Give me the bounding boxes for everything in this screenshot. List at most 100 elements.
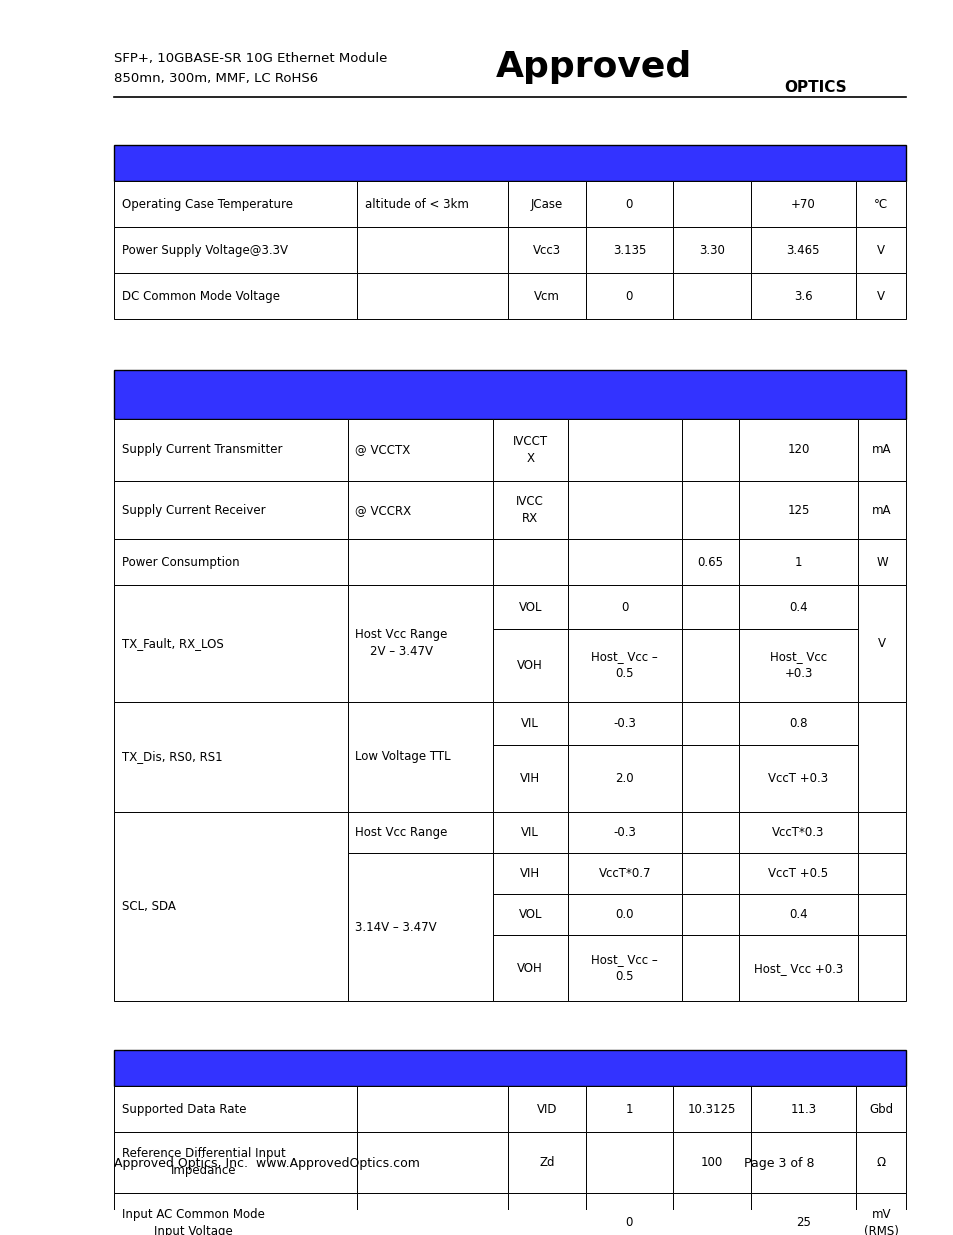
Text: Host_ Vcc –
0.5: Host_ Vcc – 0.5 xyxy=(591,651,658,680)
Bar xyxy=(681,701,739,745)
Text: IVCC
RX: IVCC RX xyxy=(516,495,543,525)
Bar xyxy=(681,745,739,811)
Bar xyxy=(493,585,567,629)
Text: °C: °C xyxy=(873,198,887,211)
Text: 3.135: 3.135 xyxy=(612,243,645,257)
Bar xyxy=(356,227,508,273)
Text: 3.6: 3.6 xyxy=(793,290,812,303)
Bar xyxy=(508,1193,585,1235)
Text: 25: 25 xyxy=(795,1216,810,1229)
Bar xyxy=(672,1132,750,1193)
Text: 2.0: 2.0 xyxy=(615,772,634,784)
Bar xyxy=(750,1193,855,1235)
Bar xyxy=(356,1132,508,1193)
Bar xyxy=(739,811,857,852)
Text: VOH: VOH xyxy=(517,962,542,974)
Bar xyxy=(857,419,905,482)
Bar xyxy=(857,811,905,852)
Text: Supply Current Transmitter: Supply Current Transmitter xyxy=(122,443,282,457)
Text: Host Vcc Range
2V – 3.47V: Host Vcc Range 2V – 3.47V xyxy=(355,629,447,658)
Text: Host_ Vcc –
0.5: Host_ Vcc – 0.5 xyxy=(591,953,658,983)
Text: VOL: VOL xyxy=(517,908,541,921)
Bar xyxy=(739,935,857,1002)
Bar xyxy=(567,745,681,811)
Text: Gbd: Gbd xyxy=(868,1103,892,1115)
Text: V: V xyxy=(876,290,884,303)
Bar xyxy=(672,1193,750,1235)
Text: VOL: VOL xyxy=(517,600,541,614)
Text: 3.465: 3.465 xyxy=(785,243,820,257)
Text: Zd: Zd xyxy=(538,1156,555,1168)
Text: -0.3: -0.3 xyxy=(613,716,636,730)
Bar xyxy=(508,227,585,273)
Bar xyxy=(493,745,567,811)
Text: DC Common Mode Voltage: DC Common Mode Voltage xyxy=(122,290,280,303)
Bar xyxy=(857,852,905,894)
Bar xyxy=(672,227,750,273)
Text: IVCCT
X: IVCCT X xyxy=(512,435,547,464)
Text: -0.3: -0.3 xyxy=(613,826,636,839)
Text: 125: 125 xyxy=(786,504,809,517)
Bar xyxy=(114,227,356,273)
Text: Vcm: Vcm xyxy=(534,290,559,303)
Text: SCL, SDA: SCL, SDA xyxy=(122,900,175,913)
Text: VIL: VIL xyxy=(520,826,538,839)
Bar xyxy=(508,182,585,227)
Bar xyxy=(356,1193,508,1235)
Bar xyxy=(493,482,567,540)
Text: 0: 0 xyxy=(625,290,633,303)
Text: altitude of < 3km: altitude of < 3km xyxy=(364,198,468,211)
Bar xyxy=(114,585,347,701)
Text: 11.3: 11.3 xyxy=(789,1103,816,1115)
Bar xyxy=(508,1086,585,1132)
Bar xyxy=(567,852,681,894)
Bar xyxy=(681,629,739,701)
Bar xyxy=(857,701,905,811)
Text: 0: 0 xyxy=(625,198,633,211)
Text: 3.14V – 3.47V: 3.14V – 3.47V xyxy=(355,920,436,934)
Bar xyxy=(114,146,905,182)
Text: VOH: VOH xyxy=(517,658,542,672)
Text: TX_Fault, RX_LOS: TX_Fault, RX_LOS xyxy=(122,637,224,650)
Bar xyxy=(114,540,347,585)
Bar xyxy=(681,419,739,482)
Text: Operating Case Temperature: Operating Case Temperature xyxy=(122,198,293,211)
Text: Supply Current Receiver: Supply Current Receiver xyxy=(122,504,266,517)
Text: Host_ Vcc +0.3: Host_ Vcc +0.3 xyxy=(753,962,842,974)
Text: VccT*0.3: VccT*0.3 xyxy=(772,826,823,839)
Text: 0.8: 0.8 xyxy=(788,716,807,730)
Text: VccT +0.3: VccT +0.3 xyxy=(768,772,828,784)
Text: 1: 1 xyxy=(625,1103,633,1115)
Text: 0: 0 xyxy=(625,1216,633,1229)
Bar xyxy=(681,540,739,585)
Bar xyxy=(681,482,739,540)
Text: V: V xyxy=(877,637,885,650)
Bar xyxy=(739,419,857,482)
Bar xyxy=(114,370,905,419)
Text: 120: 120 xyxy=(786,443,809,457)
Bar xyxy=(750,182,855,227)
Bar xyxy=(585,1086,672,1132)
Bar xyxy=(672,1086,750,1132)
Bar xyxy=(114,482,347,540)
Text: VIL: VIL xyxy=(520,716,538,730)
Text: 10.3125: 10.3125 xyxy=(687,1103,735,1115)
Bar xyxy=(493,852,567,894)
Bar xyxy=(585,182,672,227)
Bar xyxy=(585,227,672,273)
Bar xyxy=(750,1132,855,1193)
Bar xyxy=(114,1132,356,1193)
Text: Input AC Common Mode
Input Voltage: Input AC Common Mode Input Voltage xyxy=(122,1208,265,1235)
Bar xyxy=(739,701,857,745)
Text: Approved: Approved xyxy=(496,49,692,84)
Bar xyxy=(681,585,739,629)
Bar xyxy=(739,482,857,540)
Bar xyxy=(356,1086,508,1132)
Bar xyxy=(855,1086,905,1132)
Text: 3.30: 3.30 xyxy=(699,243,724,257)
Text: 0.4: 0.4 xyxy=(788,908,807,921)
Bar xyxy=(739,894,857,935)
Bar xyxy=(493,701,567,745)
Text: 100: 100 xyxy=(700,1156,722,1168)
Text: Power Consumption: Power Consumption xyxy=(122,556,239,569)
